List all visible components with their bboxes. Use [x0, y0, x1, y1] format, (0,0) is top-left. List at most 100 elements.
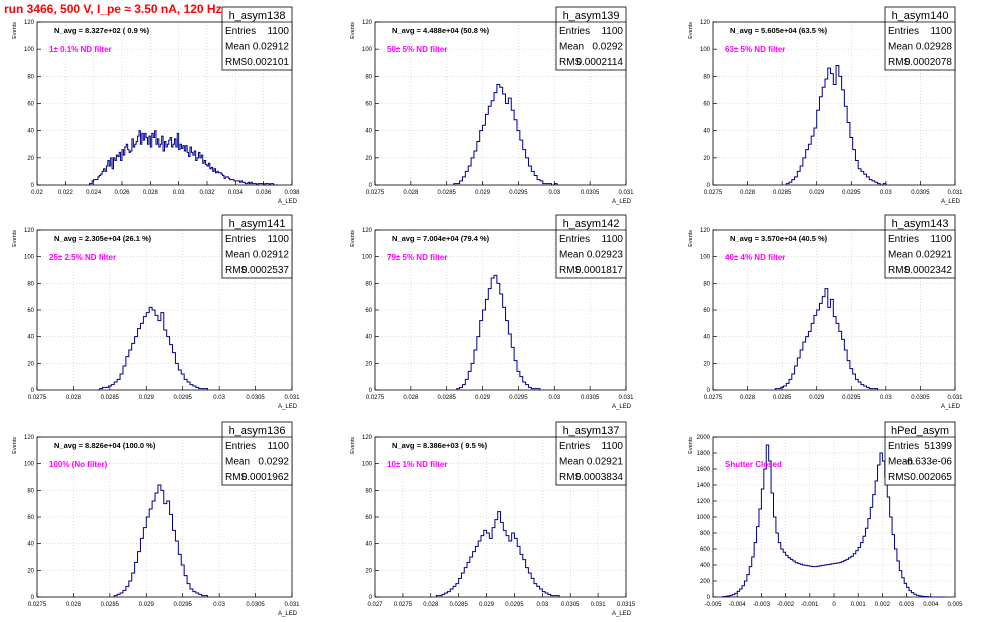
stats-rms-value: 0.0003834 [576, 472, 624, 483]
stats-box-title: h_asym140 [892, 10, 949, 22]
stats-box-title: h_asym139 [563, 10, 620, 22]
x-tick-label: 0.0305 [911, 395, 930, 401]
stats-box: h_asym140 Entries 1100 Mean 0.02928 RMS0.0002… [884, 6, 956, 71]
x-tick-label: 0.029 [809, 395, 825, 401]
y-tick-label: 1800 [697, 451, 711, 457]
y-tick-label: 1600 [697, 467, 711, 473]
y-tick-label: 100 [700, 255, 711, 261]
stats-box-title: h_asym143 [892, 218, 949, 230]
stats-mean-value: 0.02921 [587, 457, 624, 468]
stats-rms-value: 0.002101 [247, 57, 289, 68]
x-tick-label: 0.029 [475, 395, 491, 401]
y-tick-label: 20 [365, 568, 372, 574]
x-tick-label: 0 [832, 602, 836, 608]
stats-mean-label: Mean [888, 250, 913, 261]
stats-mean-label: Mean [559, 457, 584, 468]
x-tick-label: 0.0275 [366, 190, 385, 196]
x-tick-label: 0.029 [479, 602, 495, 608]
y-tick-label: 40 [703, 335, 710, 341]
stats-mean-value: 0.02912 [253, 42, 290, 53]
x-tick-label: 0.036 [256, 190, 272, 196]
stats-rms-label: RMS [888, 57, 911, 68]
y-tick-label: 80 [365, 74, 372, 80]
x-tick-label: 0.028 [66, 602, 82, 608]
panel-h_asym136: 0.0275 0.028 0.0285 0.029 0.0295 0.03 0.0305 0.… [12, 421, 300, 617]
n-avg-label: N_avg = 4.488e+04 (50.8 %) [392, 26, 490, 35]
stats-box: h_asym141 Entries 1100 Mean 0.02912 RMS0.0002… [221, 214, 293, 279]
histogram-line [435, 511, 560, 597]
x-tick-label: 0.028 [403, 190, 419, 196]
stats-box: h_asym138 Entries 1100 Mean 0.02912 RMS 0.0021… [221, 6, 293, 71]
x-tick-label: 0.031 [591, 602, 607, 608]
filter-label: 79± 5% ND filter [387, 253, 447, 262]
panel-h_asym137: 0.027 0.0275 0.028 0.0285 0.029 0.0295 0.03 0.0… [350, 421, 636, 617]
stats-entries-label: Entries [225, 441, 256, 452]
stats-entries-value: 1100 [267, 441, 289, 452]
filter-label: 10± 1% ND filter [387, 460, 447, 469]
stats-entries-value: 1100 [930, 234, 952, 245]
x-tick-label: 0.024 [86, 190, 102, 196]
n-avg-label: N_avg = 7.004e+04 (79.4 %) [392, 234, 490, 243]
x-tick-label: 0.02 [31, 190, 43, 196]
x-tick-label: 0.03 [880, 190, 892, 196]
y-tick-label: 60 [27, 102, 34, 108]
y-tick-label: 60 [27, 515, 34, 521]
x-tick-label: 0.022 [58, 190, 74, 196]
y-tick-label: 100 [362, 462, 373, 468]
y-tick-label: 120 [24, 228, 35, 234]
stats-box-frame [221, 214, 293, 279]
x-tick-label: 0.031 [947, 190, 963, 196]
x-tick-label: 0.031 [618, 190, 634, 196]
x-tick-label: 0.03 [536, 602, 548, 608]
x-tick-label: 0.03 [548, 190, 560, 196]
x-axis-label: A_LED [612, 611, 632, 617]
histogram-line [99, 306, 208, 390]
y-tick-label: 100 [700, 47, 711, 53]
x-tick-label: 0.0285 [101, 602, 120, 608]
y-tick-label: 0 [31, 183, 35, 189]
panel-h_asym142: 0.0275 0.028 0.0285 0.029 0.0295 0.03 0.0305 0.… [350, 214, 634, 410]
x-tick-label: 0.002 [875, 602, 891, 608]
stats-box: h_asym142 Entries 1100 Mean 0.02923 RMS0.0001… [555, 214, 627, 279]
n-avg-label: N_avg = 8.826e+04 (100.0 %) [54, 441, 156, 450]
stats-mean-value: 0.0292 [258, 457, 289, 468]
x-tick-label: 0.0295 [842, 395, 861, 401]
x-tick-label: 0.0285 [773, 395, 792, 401]
n-avg-label: N_avg = 2.305e+04 (26.1 %) [54, 234, 152, 243]
x-tick-label: 0.0285 [438, 190, 457, 196]
y-tick-label: 200 [700, 579, 711, 585]
stats-rms-value: 0.0001817 [576, 265, 624, 276]
x-tick-label: 0.0295 [505, 602, 524, 608]
x-tick-label: -0.001 [801, 602, 819, 608]
stats-entries-value: 1100 [930, 26, 952, 37]
y-tick-label: 60 [365, 515, 372, 521]
y-tick-label: 40 [703, 129, 710, 135]
stats-box: h_asym143 Entries 1100 Mean 0.02921 RMS0.0002… [884, 214, 956, 279]
panel-h_asym140: 0.0275 0.028 0.0285 0.029 0.0295 0.03 0.0305 0.… [688, 6, 963, 205]
stats-box-frame [221, 6, 293, 71]
stats-box-title: h_asym141 [229, 218, 286, 230]
histogram-line [453, 83, 558, 186]
x-tick-label: 0.0305 [246, 602, 265, 608]
y-tick-label: 40 [365, 542, 372, 548]
filter-label: 25± 2.5% ND filter [49, 253, 116, 262]
filter-label: 100% (No filter) [49, 460, 108, 469]
x-tick-label: 0.0285 [438, 395, 457, 401]
x-tick-label: 0.031 [947, 395, 963, 401]
histogram-line [456, 274, 541, 390]
stats-box-title: hPed_asym [891, 425, 949, 437]
x-tick-label: 0.028 [740, 395, 756, 401]
x-tick-label: 0.0305 [911, 190, 930, 196]
y-tick-label: 120 [362, 20, 373, 26]
y-axis-label: Events [12, 437, 18, 454]
y-tick-label: 20 [703, 156, 710, 162]
stats-mean-value: -6.633e-06 [904, 457, 953, 468]
x-tick-label: 0.0285 [449, 602, 468, 608]
x-tick-label: 0.032 [199, 190, 215, 196]
y-tick-label: 80 [703, 74, 710, 80]
x-tick-label: 0.0275 [28, 602, 47, 608]
stats-rms-value: 0.002065 [910, 472, 952, 483]
histogram-line [774, 288, 879, 390]
x-tick-label: 0.038 [284, 190, 300, 196]
y-tick-label: 100 [24, 462, 35, 468]
